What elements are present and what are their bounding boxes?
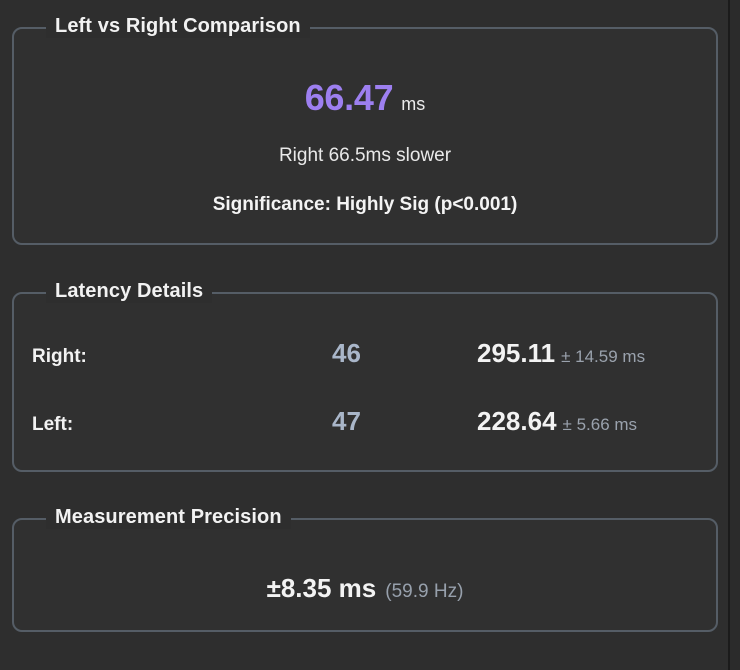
comparison-groupbox-title: Left vs Right Comparison <box>46 15 310 38</box>
precision-refresh-rate: (59.9 Hz) <box>385 580 464 602</box>
table-row: Left: 47 228.64 ± 5.66 ms <box>32 406 694 474</box>
latency-row-label: Right: <box>32 346 87 367</box>
latency-row-count: 47 <box>332 406 361 436</box>
latency-body: Right: 46 295.11 ± 14.59 ms Left: 47 228.… <box>14 294 716 470</box>
comparison-groupbox: Left vs Right Comparison 66.47 ms Right … <box>12 15 718 245</box>
latency-row-label: Left: <box>32 414 74 435</box>
precision-body: ±8.35 ms (59.9 Hz) <box>14 520 716 630</box>
comparison-summary: Right 66.5ms slower <box>278 145 452 166</box>
significance-text: Significance: Highly Sig (p<0.001) <box>212 194 518 215</box>
latency-row-stat: 295.11 ± 14.59 ms <box>477 338 694 369</box>
precision-readout: ±8.35 ms (59.9 Hz) <box>267 547 464 604</box>
comparison-body: 66.47 ms Right 66.5ms slower Significanc… <box>14 29 716 243</box>
latency-row-mean: 295.11 <box>477 338 556 368</box>
delta-readout: 66.47 ms <box>305 77 426 119</box>
precision-groupbox-title: Measurement Precision <box>46 506 291 529</box>
latency-groupbox: Latency Details Right: 46 295.11 ± 14.59 … <box>12 280 718 472</box>
latency-row-mean: 228.64 <box>477 406 557 436</box>
precision-groupbox: Measurement Precision ±8.35 ms (59.9 Hz) <box>12 506 718 632</box>
delta-value: 66.47 <box>304 77 394 118</box>
latency-groupbox-title: Latency Details <box>46 280 213 303</box>
latency-row-std: ± 5.66 ms <box>562 415 638 434</box>
precision-value: ±8.35 ms <box>266 572 377 603</box>
latency-row-count: 46 <box>332 338 361 368</box>
window-right-edge <box>728 0 740 670</box>
delta-unit: ms <box>401 94 426 114</box>
table-row: Right: 46 295.11 ± 14.59 ms <box>32 338 694 406</box>
latency-row-std: ± 14.59 ms <box>561 347 646 366</box>
latency-row-stat: 228.64 ± 5.66 ms <box>477 406 694 437</box>
